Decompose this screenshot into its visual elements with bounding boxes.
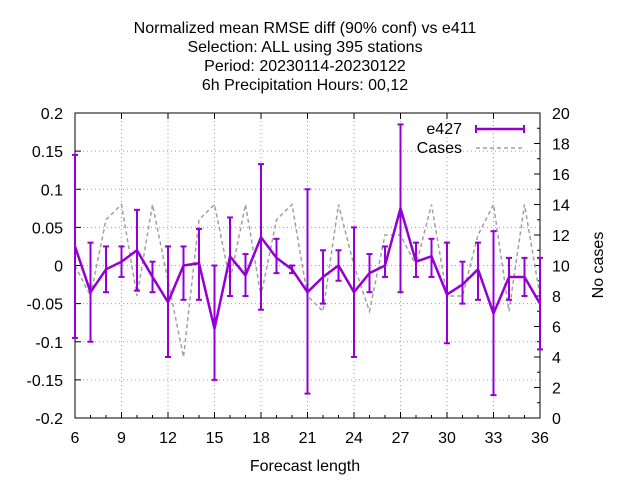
y-tick-label: -0.2 xyxy=(35,411,63,428)
y2-axis-label: No cases xyxy=(590,232,607,299)
y-tick-label: -0.1 xyxy=(35,335,63,352)
y-tick-label: 0.05 xyxy=(32,220,63,237)
y2-tick-label: 8 xyxy=(552,289,561,306)
series-e427-line xyxy=(73,203,542,330)
legend-label-cases: Cases xyxy=(417,140,462,157)
x-tick-label: 18 xyxy=(252,430,270,447)
y2-tick-label: 2 xyxy=(552,381,561,398)
y2-tick-label: 16 xyxy=(552,167,570,184)
y2-tick-label: 20 xyxy=(552,106,570,123)
x-tick-label: 24 xyxy=(345,430,363,447)
y2-tick-label: 14 xyxy=(552,198,570,215)
x-tick-label: 21 xyxy=(299,430,317,447)
y2-tick-label: 10 xyxy=(552,259,570,276)
y-tick-label: -0.05 xyxy=(27,297,64,314)
ticks: 6 9 12 15 18 21 24 27 30 33 36-0.2-0.15-0.1-0.0500… xyxy=(27,106,570,447)
x-tick-label: 6 xyxy=(71,430,80,447)
y2-tick-label: 6 xyxy=(552,320,561,337)
x-tick-label: 33 xyxy=(485,430,503,447)
y2-tick-label: 18 xyxy=(552,137,570,154)
title-line-4: 6h Precipitation Hours: 00,12 xyxy=(202,77,408,94)
y-tick-label: 0.2 xyxy=(41,106,63,123)
legend: e427 Cases xyxy=(417,121,525,157)
x-tick-label: 15 xyxy=(206,430,224,447)
y2-tick-label: 4 xyxy=(552,350,561,367)
title-line-3: Period: 20230114-20230122 xyxy=(204,58,406,75)
legend-label-e427: e427 xyxy=(426,121,462,138)
x-tick-label: 36 xyxy=(531,430,549,447)
series-layer xyxy=(72,123,543,397)
x-tick-label: 9 xyxy=(117,430,126,447)
y-tick-label: 0 xyxy=(54,259,63,276)
title-line-1: Normalized mean RMSE diff (90% conf) vs … xyxy=(134,20,477,37)
x-tick-label: 12 xyxy=(159,430,177,447)
y-tick-label: -0.15 xyxy=(27,373,64,390)
y2-tick-label: 12 xyxy=(552,228,570,245)
x-tick-label: 27 xyxy=(392,430,410,447)
y2-tick-label: 0 xyxy=(552,411,561,428)
y-tick-label: 0.1 xyxy=(41,182,63,199)
x-axis-label: Forecast length xyxy=(250,458,360,475)
y-tick-label: 0.15 xyxy=(32,144,63,161)
title-line-2: Selection: ALL using 395 stations xyxy=(187,39,422,56)
chart-title: Normalized mean RMSE diff (90% conf) vs … xyxy=(134,20,477,94)
x-tick-label: 30 xyxy=(438,430,456,447)
